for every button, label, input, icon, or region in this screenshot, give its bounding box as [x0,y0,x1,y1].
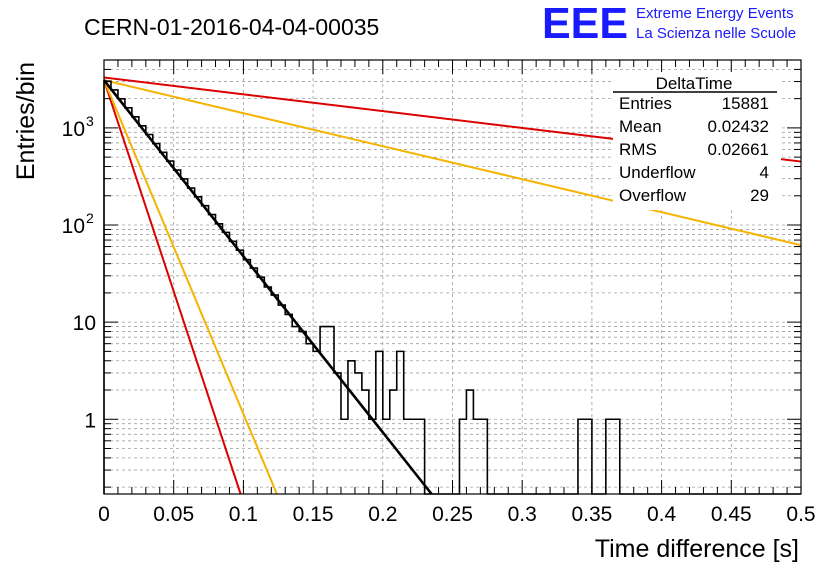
exponential-curve [103,79,242,495]
stats-value-entries: 15881 [722,94,769,113]
stats-value-rms: 0.02661 [708,140,769,159]
eee-logo-line2: La Scienza nelle Scuole [636,25,796,42]
y-axis-label: Entries/bin [12,62,40,180]
stats-label-rms: RMS [619,140,657,159]
stats-label-entries: Entries [619,94,672,113]
y-tick-label: 10 [73,312,96,335]
x-tick-label: 0.45 [711,503,752,526]
stats-label-underflow: Underflow [619,163,696,182]
eee-logo-mark: EEE [542,0,628,48]
x-tick-label: 0.25 [432,503,473,526]
grid-lines [103,59,802,494]
eee-logo-line1: Extreme Energy Events [636,5,794,22]
y-tick-label: 10 [62,118,85,141]
y-tick-label: 1 [84,409,96,432]
fit-line [102,79,433,495]
x-tick-label: 0.4 [647,503,677,526]
stats-box-title: DeltaTime [656,74,733,93]
x-tick-label: 0.35 [571,503,612,526]
stats-value-overflow: 29 [750,186,769,205]
y-tick-label: 10 [62,215,85,238]
x-tick-label: 0.5 [786,503,815,526]
x-axis-label: Time difference [s] [595,535,799,563]
stats-value-mean: 0.02432 [708,117,769,136]
axes: 0 0.05 0.1 0.15 0.2 0.25 0.3 0.35 0.4 0.45 0.5 1 10 1… [62,59,816,526]
x-tick-label: 0.3 [508,503,537,526]
stats-label-mean: Mean [619,117,662,136]
stats-box: DeltaTime Entries 15881 Mean 0.02432 RMS… [613,72,781,210]
y-tick-exponent: 2 [86,210,94,226]
exponential-curve [103,79,802,247]
eee-logo: EEE Extreme Energy Events La Scienza nel… [542,0,796,48]
exponential-curve [103,79,278,495]
stats-value-underflow: 4 [760,163,769,182]
x-tick-label: 0 [98,503,110,526]
stats-label-overflow: Overflow [619,186,687,205]
x-tick-label: 0.1 [229,503,258,526]
x-tick-label: 0.2 [368,503,397,526]
x-tick-label: 0.05 [153,503,194,526]
fit-curves [103,76,802,495]
y-tick-exponent: 3 [86,113,94,129]
stats-box-bg [613,72,781,210]
x-tick-label: 0.15 [293,503,334,526]
chart-title: CERN-01-2016-04-04-00035 [84,14,379,40]
